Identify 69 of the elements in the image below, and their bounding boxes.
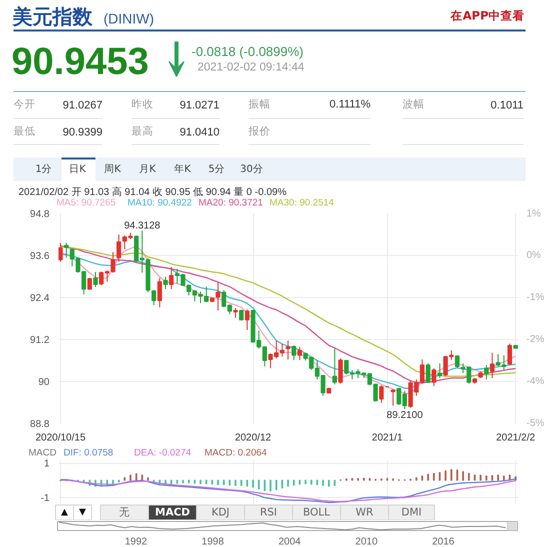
x-tick-label: 2010 bbox=[355, 536, 378, 547]
text: ▼ bbox=[79, 508, 86, 518]
x-tick-label: 2021/2/2 bbox=[496, 432, 536, 444]
text: 最高 bbox=[132, 124, 154, 138]
y2-tick-label: -4% bbox=[526, 376, 544, 387]
text: MACD bbox=[155, 506, 190, 518]
text: RSI bbox=[260, 506, 278, 518]
x-tick-label: 2021/1 bbox=[372, 432, 403, 444]
y-tick-label: 94.8 bbox=[30, 209, 50, 220]
text: 今开 bbox=[14, 98, 36, 110]
text: MA5: 90.7265 bbox=[56, 198, 116, 208]
y-tick-label: -1 bbox=[40, 492, 50, 504]
y2-tick-label: 0% bbox=[526, 250, 542, 261]
text: 日K bbox=[69, 164, 86, 175]
x-tick-label: 2016 bbox=[432, 536, 455, 547]
text: DEA: -0.0274 bbox=[134, 448, 192, 458]
text: 90.9399 bbox=[62, 126, 103, 138]
text: 2021-02-02 09:14:44 bbox=[198, 62, 305, 74]
y-tick-label: 93.6 bbox=[30, 251, 50, 262]
text: 91.0410 bbox=[180, 126, 220, 138]
text: 91.0267 bbox=[62, 100, 103, 112]
text: MA30: 90.2514 bbox=[270, 198, 334, 208]
text: 0.1011 bbox=[490, 100, 524, 112]
text: 无 bbox=[119, 506, 130, 518]
text: WR bbox=[356, 506, 374, 518]
y-tick-label: 1 bbox=[44, 458, 50, 470]
text: 90.9453 bbox=[12, 41, 149, 83]
text: KDJ bbox=[211, 506, 230, 518]
annotation: 94.3128 bbox=[124, 220, 161, 232]
text: 91.0271 bbox=[180, 100, 220, 112]
y2-tick-label: -2% bbox=[526, 334, 544, 345]
x-tick-label: 2004 bbox=[278, 536, 302, 547]
x-tick-label: 1998 bbox=[202, 536, 224, 547]
x-tick-label: 2020/12 bbox=[234, 432, 272, 444]
y-tick-label: 91.2 bbox=[30, 335, 50, 346]
text: 30分 bbox=[240, 163, 263, 175]
text: 月K bbox=[139, 164, 156, 175]
text: ▲ bbox=[61, 508, 68, 518]
x-tick-label: 1992 bbox=[124, 536, 148, 547]
annotation: 89.2100 bbox=[386, 410, 424, 422]
y2-tick-label: -5% bbox=[526, 418, 544, 429]
chart-subtitle: 2021/02/02 开 91.03 高 91.04 收 90.95 低 90.94 量 0 -0.09% bbox=[18, 186, 287, 198]
text: -0.0818 (-0.0899%) bbox=[192, 44, 304, 59]
text: 波幅 bbox=[402, 98, 424, 110]
y-tick-label: 90 bbox=[38, 377, 50, 388]
text: DIF: 0.0758 bbox=[64, 448, 114, 458]
text: 在APP中查看 bbox=[450, 8, 525, 22]
text: BOLL bbox=[303, 506, 330, 518]
text: 1分 bbox=[35, 163, 52, 175]
text: MA20: 90.3721 bbox=[198, 198, 263, 208]
text: 最低 bbox=[14, 126, 36, 138]
text: MA10: 90.4922 bbox=[128, 198, 192, 208]
text: 报价 bbox=[248, 126, 270, 138]
x-tick-label: 2020/10/15 bbox=[35, 432, 86, 444]
text: 美元指数 bbox=[12, 4, 94, 28]
chart-title: MACD bbox=[28, 448, 57, 458]
y2-tick-label: -1% bbox=[526, 292, 544, 304]
y-tick-label: 92.4 bbox=[30, 293, 50, 304]
text: 周K bbox=[104, 164, 122, 175]
y2-tick-label: 1% bbox=[526, 208, 542, 220]
text: 5分 bbox=[208, 163, 225, 175]
text: (DINIW) bbox=[104, 10, 154, 26]
text: 0.1111% bbox=[330, 98, 371, 110]
y-tick-label: 88.8 bbox=[30, 419, 50, 430]
text: 年K bbox=[174, 163, 192, 175]
text: MACD: 0.2064 bbox=[204, 448, 267, 458]
text: 振幅 bbox=[248, 98, 270, 110]
text: DMI bbox=[401, 506, 422, 518]
text: 昨收 bbox=[132, 98, 154, 110]
